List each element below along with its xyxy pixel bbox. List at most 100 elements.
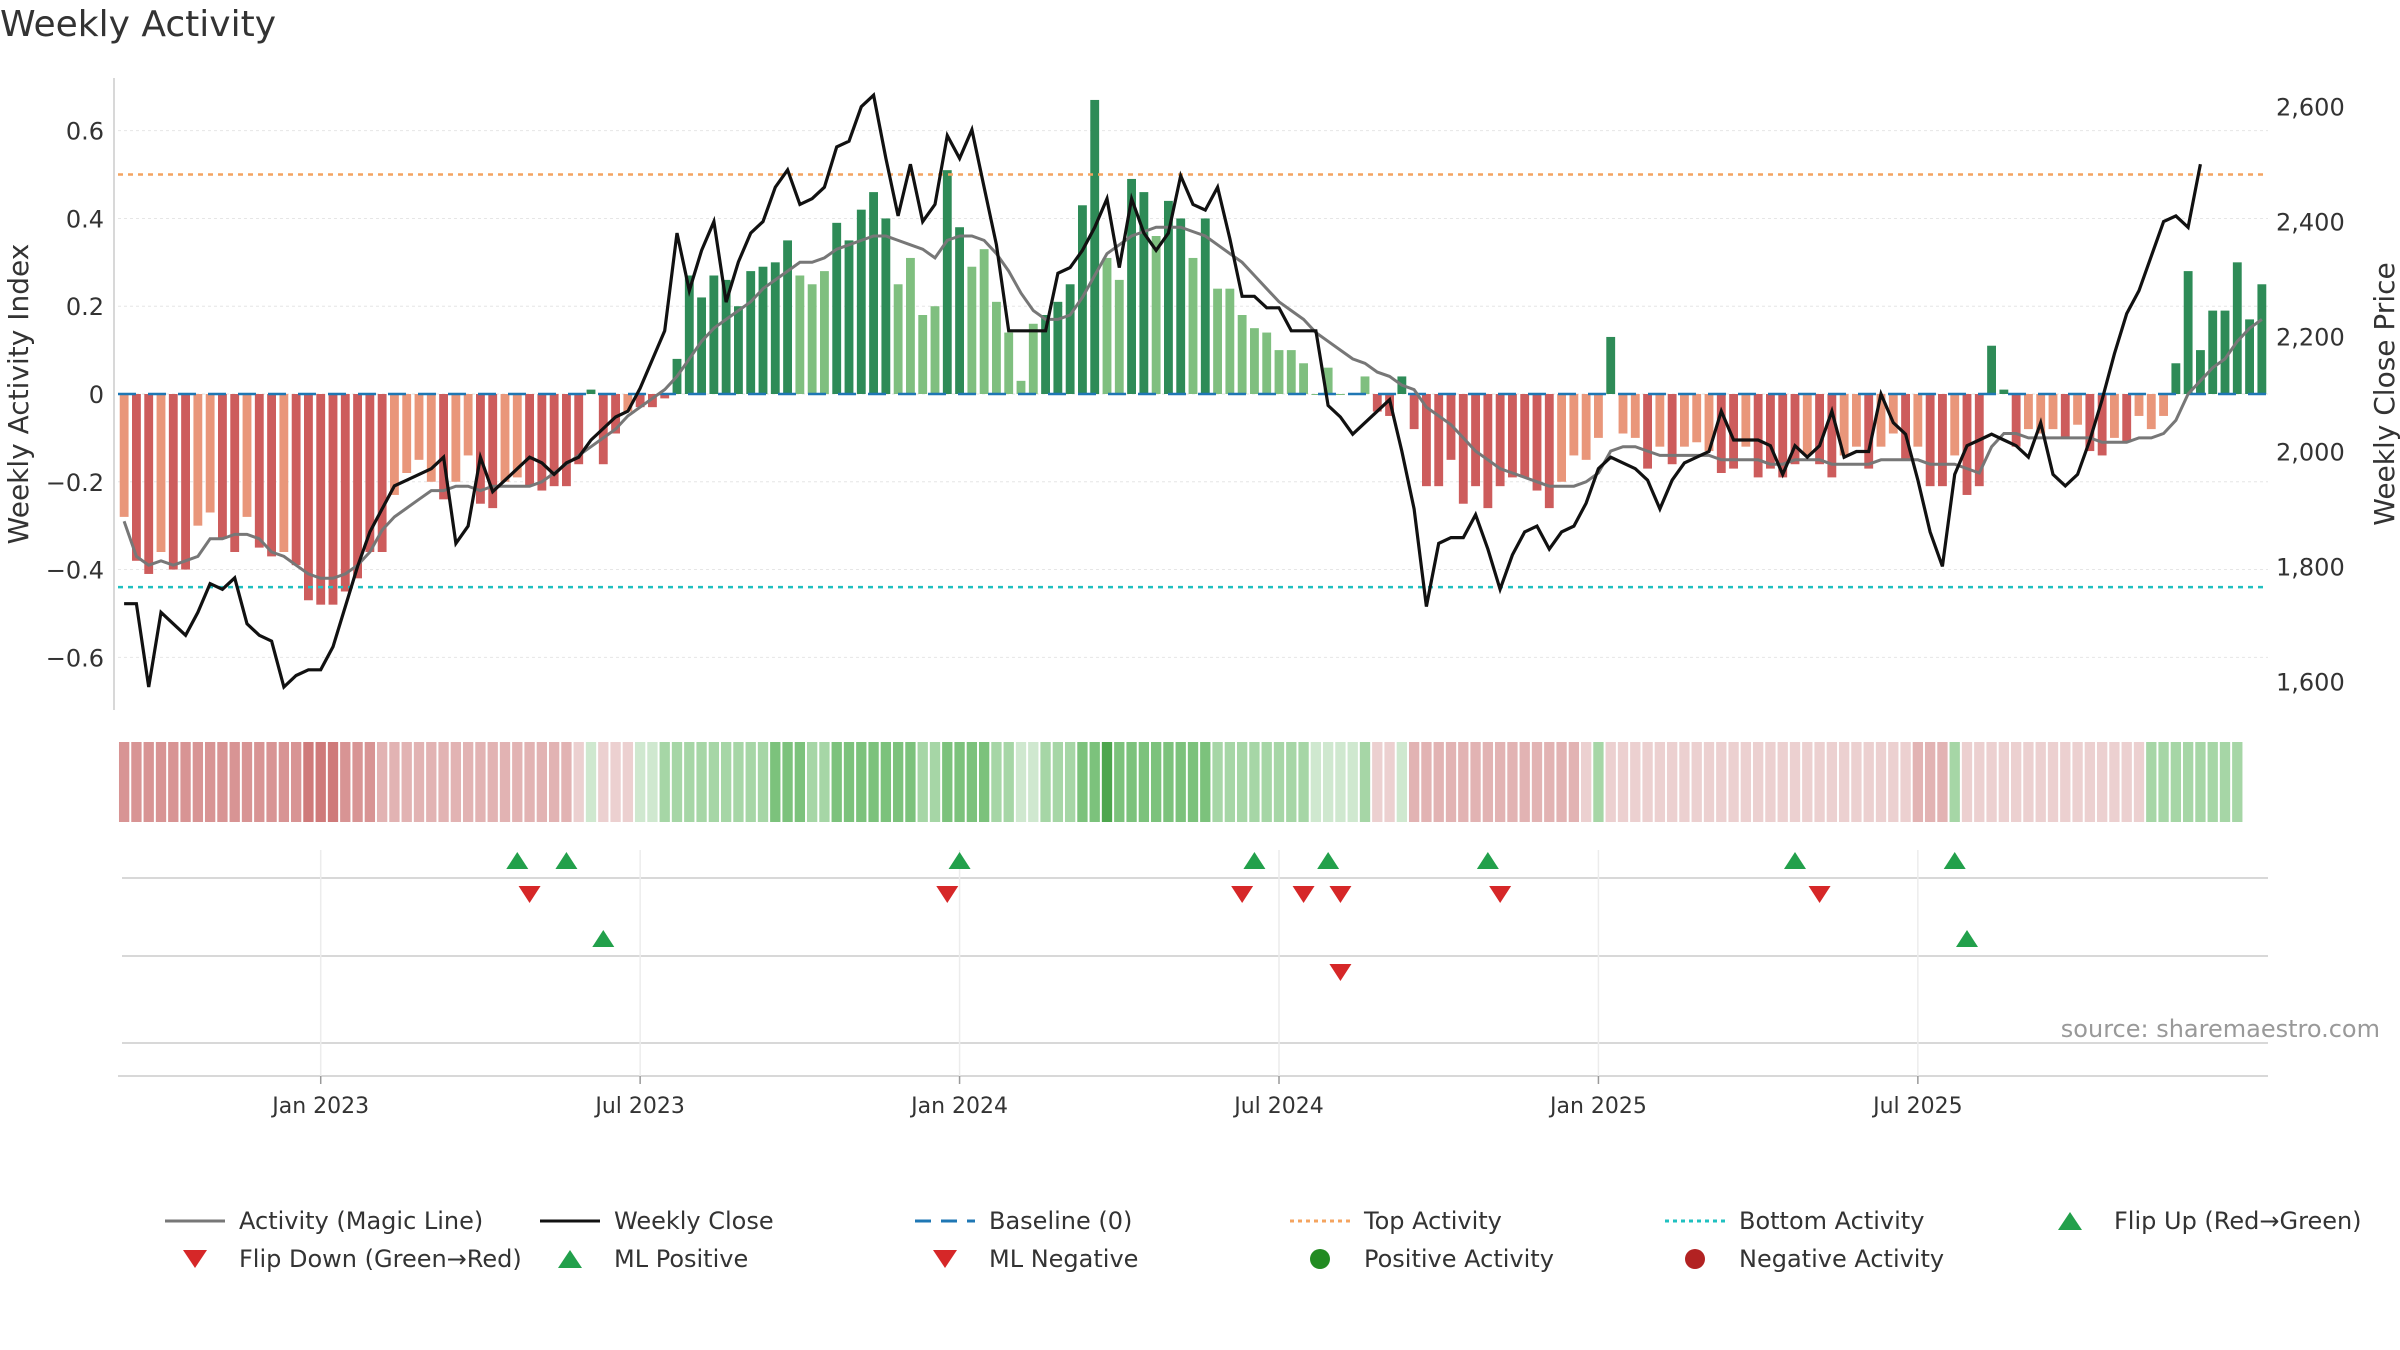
regime-cell xyxy=(1740,742,1752,822)
activity-bar xyxy=(1532,394,1542,491)
activity-bar xyxy=(1680,394,1689,447)
regime-cell xyxy=(131,742,142,822)
activity-bar xyxy=(1237,315,1247,394)
activity-bar xyxy=(930,306,940,394)
activity-bar xyxy=(1299,363,1308,394)
activity-bar xyxy=(1913,394,1923,447)
activity-bar xyxy=(132,394,141,561)
activity-bar xyxy=(2146,394,2156,430)
activity-bar xyxy=(1581,394,1591,460)
activity-bar xyxy=(1139,192,1149,394)
regime-cell xyxy=(905,742,916,822)
regime-cell xyxy=(2023,742,2034,822)
y-left-tick-label: −0.4 xyxy=(46,557,104,585)
activity-bar xyxy=(1925,394,1935,487)
flip-down-icon xyxy=(1489,886,1512,903)
regime-cell xyxy=(991,742,1002,822)
activity-bar xyxy=(1458,394,1468,504)
activity-bar xyxy=(181,394,190,570)
y-right-tick-label: 2,600 xyxy=(2276,94,2345,122)
y-right-tick-label: 2,000 xyxy=(2276,438,2345,466)
activity-bar xyxy=(156,394,166,552)
regime-cell xyxy=(266,742,277,822)
x-tick-label: Jan 2025 xyxy=(1548,1094,1647,1119)
weekly-close-swatch xyxy=(540,1209,600,1233)
regime-cell xyxy=(1077,742,1088,822)
activity-bar xyxy=(1594,394,1603,438)
regime-cell xyxy=(794,742,806,822)
positive-activity-icon xyxy=(1290,1247,1350,1271)
regime-cell xyxy=(1101,742,1113,822)
regime-cell xyxy=(2121,742,2132,822)
activity-bar xyxy=(2060,394,2070,438)
flip-down-icon xyxy=(518,886,541,903)
regime-cell xyxy=(1580,742,1592,822)
regime-cell xyxy=(1298,742,1309,822)
activity-bar xyxy=(1815,394,1824,465)
regime-cell xyxy=(1974,742,1985,822)
baseline-swatch xyxy=(915,1209,975,1233)
regime-cell xyxy=(1949,742,1960,822)
activity-bar xyxy=(390,394,399,495)
regime-cell xyxy=(806,742,818,822)
regime-cell xyxy=(1261,742,1272,822)
x-tick-label: Jul 2025 xyxy=(1871,1094,1963,1119)
y-left-tick-label: 0.6 xyxy=(66,118,104,146)
magic-line xyxy=(122,225,2263,580)
activity-bar xyxy=(574,394,584,465)
regime-cell xyxy=(1040,742,1051,822)
activity-bar xyxy=(770,262,780,394)
activity-bar xyxy=(623,394,633,412)
regime-cell xyxy=(1335,742,1346,822)
activity-bar xyxy=(1311,394,1321,395)
activity-bar xyxy=(1323,367,1333,394)
activity-bar xyxy=(1802,394,1812,456)
activity-bar xyxy=(205,394,215,513)
regime-cell xyxy=(782,742,793,822)
regime-cell xyxy=(1347,742,1358,822)
regime-cell xyxy=(684,742,695,822)
regime-cell xyxy=(1666,742,1678,822)
activity-bar xyxy=(648,394,657,408)
weekly-close-line xyxy=(124,92,2202,691)
activity-bar xyxy=(426,394,436,482)
activity-bar xyxy=(168,394,178,570)
legend-positive-activity: Positive Activity xyxy=(1290,1245,1554,1273)
negative-activity-icon xyxy=(1665,1247,1725,1271)
activity-bar xyxy=(1090,99,1100,394)
activity-bar xyxy=(684,275,694,394)
regime-cell xyxy=(1630,742,1641,822)
activity-bar xyxy=(1372,394,1382,412)
regime-cell xyxy=(1507,742,1518,822)
activity-bar xyxy=(537,394,547,491)
activity-bar xyxy=(1004,332,1014,394)
regime-cell xyxy=(2219,742,2231,822)
legend-label: Negative Activity xyxy=(1739,1245,1945,1273)
activity-bar xyxy=(1655,394,1665,447)
activity-bar xyxy=(2073,394,2082,425)
regime-cell xyxy=(1458,742,1469,822)
regime-cell xyxy=(1003,742,1014,822)
activity-bar xyxy=(1225,288,1235,394)
activity-bar xyxy=(1753,394,1763,478)
regime-cell xyxy=(1114,742,1125,822)
regime-cell xyxy=(892,742,904,822)
activity-bar xyxy=(1987,345,1996,394)
regime-cell xyxy=(2010,742,2022,822)
regime-cell xyxy=(1396,742,1408,822)
regime-cell xyxy=(1802,742,1813,822)
activity-bar xyxy=(1471,394,1480,487)
ml-positive-icon xyxy=(1956,930,1978,947)
activity-bar xyxy=(316,394,326,605)
regime-cell xyxy=(1445,742,1457,822)
activity-bar xyxy=(1422,394,1431,487)
regime-cell xyxy=(1556,742,1567,822)
legend-label: Flip Up (Red→Green) xyxy=(2114,1207,2362,1235)
regime-cell xyxy=(856,742,867,822)
regime-cell xyxy=(1814,742,1825,822)
regime-cell xyxy=(1777,742,1788,822)
activity-bar xyxy=(1901,394,1910,460)
regime-cell xyxy=(733,742,744,822)
regime-cell xyxy=(757,742,769,822)
regime-cell xyxy=(1163,742,1174,822)
